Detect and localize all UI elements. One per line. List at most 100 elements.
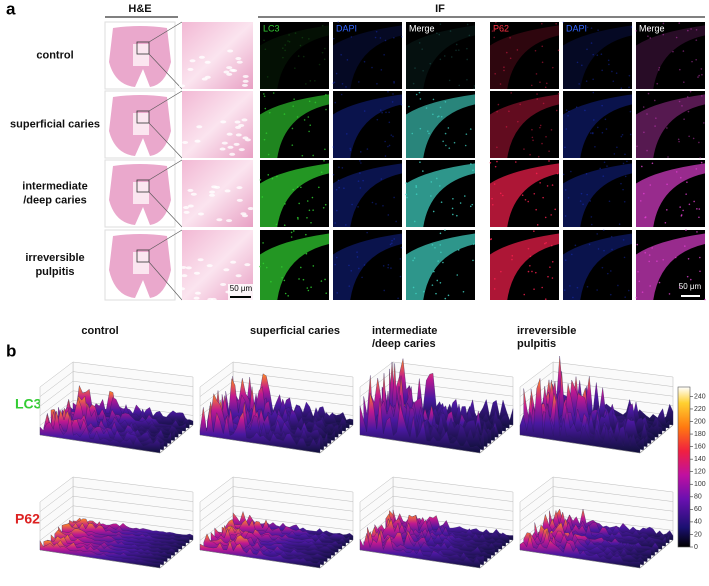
speck xyxy=(337,179,340,182)
speck xyxy=(287,295,289,297)
speck xyxy=(628,86,630,89)
speck xyxy=(641,165,643,168)
cell xyxy=(187,204,194,208)
signal xyxy=(260,163,329,227)
speck xyxy=(623,200,626,203)
speck xyxy=(678,22,681,24)
speck xyxy=(494,165,497,168)
speck xyxy=(415,93,418,96)
speck xyxy=(539,181,541,184)
zoom-line xyxy=(148,159,183,181)
axis-edge xyxy=(159,539,194,569)
speck xyxy=(308,209,311,212)
speck xyxy=(700,68,703,70)
speck xyxy=(290,236,293,238)
speck xyxy=(456,274,459,276)
speck xyxy=(466,58,469,61)
cell xyxy=(231,69,238,73)
cell xyxy=(240,212,247,216)
speck xyxy=(662,22,665,25)
speck xyxy=(340,53,342,56)
speck xyxy=(444,101,447,103)
colorbar-tick-label: 60 xyxy=(694,506,702,513)
speck xyxy=(374,36,377,39)
speck xyxy=(303,119,306,121)
axis-edge xyxy=(359,434,481,454)
speck xyxy=(312,265,315,267)
speck xyxy=(259,265,261,268)
speck xyxy=(375,203,377,205)
cell xyxy=(226,132,233,136)
speck xyxy=(408,105,410,108)
speck xyxy=(427,130,429,133)
speck xyxy=(666,127,668,129)
speck xyxy=(503,69,505,72)
speck xyxy=(491,197,493,200)
speck xyxy=(259,179,262,181)
speck xyxy=(555,109,558,112)
speck xyxy=(305,252,308,255)
speck xyxy=(400,35,403,38)
speck xyxy=(592,53,595,56)
speck xyxy=(545,241,547,244)
speck xyxy=(296,216,299,219)
speck xyxy=(508,110,510,113)
speck xyxy=(466,47,468,50)
speck xyxy=(666,183,668,186)
speck xyxy=(683,118,685,121)
speck xyxy=(493,183,496,185)
if-image xyxy=(636,22,705,89)
speck xyxy=(393,196,395,199)
speck xyxy=(457,249,460,251)
speck xyxy=(440,115,443,118)
speck xyxy=(423,290,425,293)
cell xyxy=(224,189,231,193)
plot-grid xyxy=(72,486,194,502)
speck xyxy=(574,244,577,247)
speck xyxy=(297,55,300,57)
cell xyxy=(209,190,216,194)
speck xyxy=(320,171,323,174)
speck xyxy=(664,221,667,224)
speck xyxy=(387,90,389,93)
if-image xyxy=(490,22,559,89)
speck xyxy=(451,207,454,210)
speck xyxy=(607,59,610,62)
cell xyxy=(230,260,237,264)
speck xyxy=(601,69,603,72)
speck xyxy=(442,261,444,264)
speck xyxy=(262,242,264,244)
speck xyxy=(349,149,352,151)
speck xyxy=(639,200,642,202)
speck xyxy=(592,132,594,135)
plot-grid xyxy=(359,505,394,531)
speck xyxy=(596,54,599,56)
plot-grid xyxy=(392,486,514,502)
zoom-line xyxy=(148,122,183,159)
speck xyxy=(579,200,582,202)
speck xyxy=(419,98,422,100)
speck xyxy=(348,264,350,267)
plot-grid xyxy=(232,371,354,387)
speck xyxy=(575,106,578,109)
channel-label: DAPI xyxy=(336,23,357,33)
speck xyxy=(439,23,442,25)
speck xyxy=(675,36,678,39)
speck xyxy=(419,127,422,130)
plot-grid xyxy=(199,496,234,522)
speck xyxy=(535,208,537,211)
speck xyxy=(497,103,500,106)
cell xyxy=(247,207,254,211)
speck xyxy=(470,163,472,165)
speck xyxy=(359,172,361,174)
cell xyxy=(204,60,211,64)
cell xyxy=(226,72,233,76)
speck xyxy=(548,150,550,153)
speck xyxy=(349,147,351,150)
speck xyxy=(606,165,608,167)
cell xyxy=(238,123,245,127)
speck xyxy=(348,285,351,287)
speck xyxy=(346,59,349,61)
speck xyxy=(586,193,588,196)
speck xyxy=(333,81,336,84)
